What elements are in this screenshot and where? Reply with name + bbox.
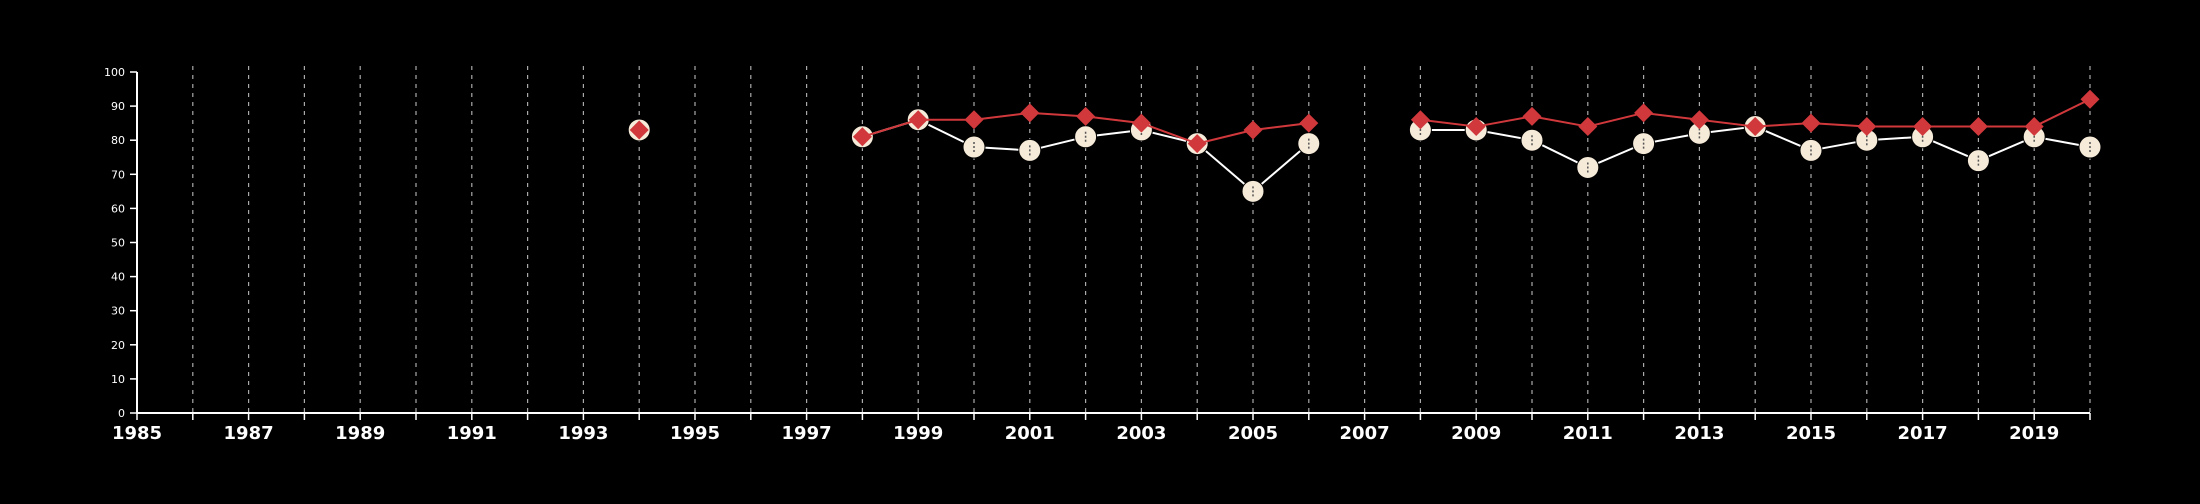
y-tick-label: 100 [104,66,125,79]
grid-layer [192,66,2091,413]
y-tick-label: 60 [111,202,125,215]
series-line-segment [1587,111,1644,128]
diamond-marker [1020,103,1040,123]
diamond-marker [2024,117,2044,137]
series-line-segment [862,118,919,138]
y-tick-label: 30 [111,305,125,318]
x-tick-label: 2015 [1786,423,1836,444]
diamond-marker [1522,106,1542,126]
x-tick-label: 2001 [1005,423,1055,444]
diamond-marker [1968,117,1988,137]
diamond-marker [1131,113,1151,133]
series-line-segment [1531,115,1588,128]
series-line-segment [1699,118,1756,128]
diamond-marker [1857,117,1877,137]
x-tick-label: 2011 [1563,423,1613,444]
series-diamond [629,89,2100,154]
series-line-segment [1141,122,1198,145]
diamond-marker [852,127,872,147]
diamond-marker [1466,117,1486,137]
x-tick-label: 1985 [112,423,162,444]
x-tick-label: 1993 [558,423,608,444]
diamond-marker [1745,117,1765,137]
series-line-segment [1252,142,1310,193]
series-line-segment [973,111,1030,121]
diamond-marker [629,120,649,140]
diamond-marker [1578,117,1598,137]
y-tick-label: 10 [111,373,125,386]
diamond-marker [1913,117,1933,137]
series-line-segment [1810,122,1867,128]
diamond-marker [1187,134,1207,154]
series-line-segment [1755,122,1812,128]
x-tick-label: 2007 [1340,423,1390,444]
diamond-marker [1243,120,1263,140]
x-tick-label: 1991 [447,423,497,444]
x-tick-label: 2019 [2009,423,2059,444]
y-tick-label: 20 [111,339,125,352]
diamond-marker [1299,113,1319,133]
series-line-segment [1196,128,1254,145]
diamond-marker [1801,113,1821,133]
diamond-marker [1410,110,1430,130]
x-tick-label: 2005 [1228,423,1278,444]
series-layer [627,89,2102,203]
diamond-marker [1689,110,1709,130]
y-tick-label: 70 [111,168,125,181]
y-tick-label: 80 [111,134,125,147]
axis-layer: 0 10 20 30 40 50 60 70 80 90 100 1985 1987 1989 1991 19… [104,66,2091,444]
diamond-marker [908,110,928,130]
series-line-segment [2033,98,2091,128]
series-line-segment [1196,142,1254,193]
diamond-marker [1634,103,1654,123]
y-tick-label: 50 [111,237,125,250]
series-line-segment [1476,115,1533,128]
series-line-segment [1252,122,1309,131]
y-tick-label: 0 [118,407,125,420]
series-line-segment [1643,111,1700,121]
x-tick-label: 2009 [1451,423,1501,444]
diamond-marker [2080,89,2100,109]
x-tick-label: 2013 [1674,423,1724,444]
diamond-marker [1076,106,1096,126]
x-tick-label: 1989 [335,423,385,444]
x-tick-label: 1997 [782,423,832,444]
x-tick-label: 1999 [893,423,943,444]
x-tick-label: 2017 [1898,423,1948,444]
y-tick-label: 90 [111,100,125,113]
series-line-segment [1420,118,1477,128]
series-line-segment [1029,111,1086,118]
x-tick-label: 2003 [1116,423,1166,444]
y-tick-label: 40 [111,271,125,284]
series-line-segment [1085,115,1142,125]
x-tick-label: 1995 [670,423,720,444]
diamond-marker [964,110,984,130]
x-tick-label: 1987 [224,423,274,444]
